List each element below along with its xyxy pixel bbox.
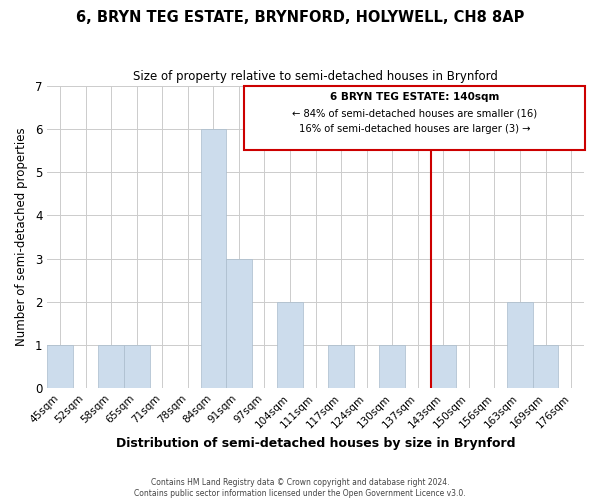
Title: Size of property relative to semi-detached houses in Brynford: Size of property relative to semi-detach… xyxy=(133,70,498,83)
Bar xyxy=(379,345,405,389)
FancyBboxPatch shape xyxy=(244,86,585,150)
X-axis label: Distribution of semi-detached houses by size in Brynford: Distribution of semi-detached houses by … xyxy=(116,437,515,450)
Text: 6 BRYN TEG ESTATE: 140sqm: 6 BRYN TEG ESTATE: 140sqm xyxy=(330,92,499,102)
Text: Contains HM Land Registry data © Crown copyright and database right 2024.
Contai: Contains HM Land Registry data © Crown c… xyxy=(134,478,466,498)
Bar xyxy=(124,345,149,389)
Text: 6, BRYN TEG ESTATE, BRYNFORD, HOLYWELL, CH8 8AP: 6, BRYN TEG ESTATE, BRYNFORD, HOLYWELL, … xyxy=(76,10,524,25)
Text: 16% of semi-detached houses are larger (3) →: 16% of semi-detached houses are larger (… xyxy=(299,124,530,134)
Bar xyxy=(200,129,226,388)
Bar xyxy=(431,345,456,389)
Bar xyxy=(328,345,354,389)
Bar xyxy=(507,302,533,388)
Bar xyxy=(226,258,252,388)
Bar xyxy=(277,302,303,388)
Bar xyxy=(533,345,559,389)
Text: ← 84% of semi-detached houses are smaller (16): ← 84% of semi-detached houses are smalle… xyxy=(292,108,537,118)
Y-axis label: Number of semi-detached properties: Number of semi-detached properties xyxy=(15,128,28,346)
Bar xyxy=(98,345,124,389)
Bar xyxy=(47,345,73,389)
